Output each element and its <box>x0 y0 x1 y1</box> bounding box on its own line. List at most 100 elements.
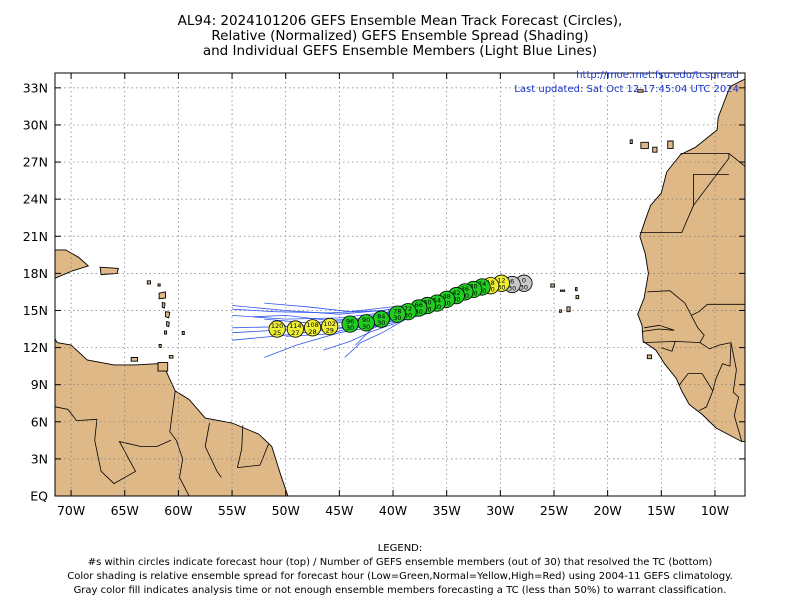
x-tick-label: 50W <box>272 503 300 518</box>
madeira-land <box>637 89 644 93</box>
member-count-label: 30 <box>346 324 354 332</box>
member-count-label: 28 <box>308 328 316 336</box>
y-tick-label: 33N <box>23 80 48 95</box>
forecast-hour-label: 72 <box>404 305 412 313</box>
forecast-circle-fill <box>341 315 359 333</box>
member-count-label: 30 <box>469 289 477 297</box>
member-count-label: 30 <box>377 319 385 327</box>
forecast-hour-label: 114 <box>289 322 301 330</box>
country-border <box>699 342 732 350</box>
country-border <box>140 439 172 447</box>
y-tick-label: 27N <box>23 155 48 170</box>
title-line-2: Relative (Normalized) GEFS Ensemble Spre… <box>211 28 589 44</box>
y-tick-label: 9N <box>31 377 48 392</box>
member-count-label: 27 <box>291 329 299 337</box>
x-tick-label: 20W <box>594 503 622 518</box>
hispaniola-land <box>55 249 90 279</box>
member-count-label: 30 <box>404 312 412 320</box>
x-tick-label: 15W <box>647 503 675 518</box>
last-updated: Last updated: Sat Oct 12 17:45:04 UTC 20… <box>514 84 739 95</box>
forecast-hour-label: 36 <box>461 285 469 293</box>
member-count-label: 30 <box>393 314 401 322</box>
forecast-hour-label: 6 <box>510 278 514 286</box>
y-tick-label: 3N <box>31 451 48 466</box>
forecast-circle-fill <box>321 317 339 336</box>
cv-sal-land <box>575 287 578 292</box>
cv-boa-vista-land <box>575 295 580 300</box>
x-tick-label: 25W <box>540 503 568 518</box>
forecast-circle-fill <box>268 320 286 338</box>
cv-santo-antao-land <box>550 283 555 288</box>
dominica-land <box>161 301 166 309</box>
bissagos-land <box>646 354 653 360</box>
forecast-hour-label: 108 <box>306 321 318 329</box>
member-count-label: 30 <box>362 323 370 331</box>
country-border <box>237 425 244 468</box>
forecast-hour-label: 42 <box>452 289 460 297</box>
member-count-label: 30 <box>478 287 486 295</box>
guadeloupe-land <box>158 291 166 300</box>
legend-line-2: Color shading is relative ensemble sprea… <box>67 571 733 582</box>
forecast-circle-fill <box>286 320 304 338</box>
y-tick-label: 21N <box>23 229 48 244</box>
forecast-circle-fill <box>303 319 322 337</box>
x-tick-label: 45W <box>325 503 353 518</box>
mean-track-circles: 0306301230183024303030363042304830543060… <box>268 274 533 338</box>
x-tick-label: 55W <box>218 503 246 518</box>
forecast-hour-label: 24 <box>478 280 486 288</box>
st-lucia-land <box>166 321 170 328</box>
cv-sao-nicolau-land <box>559 289 566 292</box>
y-tick-label: 12N <box>23 340 48 355</box>
forecast-hour-label: 30 <box>469 283 477 291</box>
st-kitts-land <box>146 280 151 285</box>
antigua-land <box>157 283 161 287</box>
west-africa-land <box>637 78 745 443</box>
x-tick-label: 60W <box>164 503 192 518</box>
forecast-hour-label: 102 <box>324 320 336 328</box>
source-url[interactable]: http://moe.met.fsu.edu/tcspread <box>576 70 739 81</box>
land-masses <box>50 78 745 496</box>
country-border <box>643 315 705 344</box>
country-border <box>712 342 732 391</box>
plot-frame <box>54 72 746 497</box>
country-border <box>169 390 190 496</box>
longitude-axis: 70W 65W 60W 55W 50W 45W 40W 35W 30W 25W 20W 15W 10W <box>57 73 729 518</box>
forecast-hour-label: 18 <box>487 279 495 287</box>
forecast-hour-label: 0 <box>522 276 526 284</box>
canary-3-land <box>667 140 674 149</box>
country-border <box>237 443 269 468</box>
grenada-land <box>158 344 162 349</box>
forecast-hour-label: 90 <box>362 316 370 324</box>
country-border <box>641 324 675 332</box>
country-border <box>55 406 97 422</box>
legend-line-1: #s within circles indicate forecast hour… <box>87 557 713 568</box>
forecast-circle-fill <box>388 305 406 323</box>
y-tick-label: 18N <box>23 266 48 281</box>
member-count-label: 30 <box>423 306 431 314</box>
x-tick-label: 65W <box>111 503 139 518</box>
member-count-label: 30 <box>433 303 441 311</box>
member-count-label: 30 <box>487 286 495 294</box>
member-count-label: 30 <box>497 283 505 291</box>
forecast-hour-label: 78 <box>393 307 401 315</box>
forecast-hour-label: 84 <box>377 312 385 320</box>
trinidad-land <box>157 361 169 372</box>
country-border <box>679 373 714 412</box>
x-tick-label: 30W <box>486 503 514 518</box>
forecast-hour-label: 48 <box>443 293 451 301</box>
cv-santiago-land <box>566 306 571 313</box>
forecast-hour-label: 54 <box>433 296 441 304</box>
country-border <box>730 342 743 442</box>
member-count-label: 25 <box>273 329 281 337</box>
forecast-hour-label: 96 <box>346 317 354 325</box>
margarita-land <box>130 357 139 362</box>
country-border <box>50 354 54 360</box>
lat-lon-grid <box>55 73 745 496</box>
